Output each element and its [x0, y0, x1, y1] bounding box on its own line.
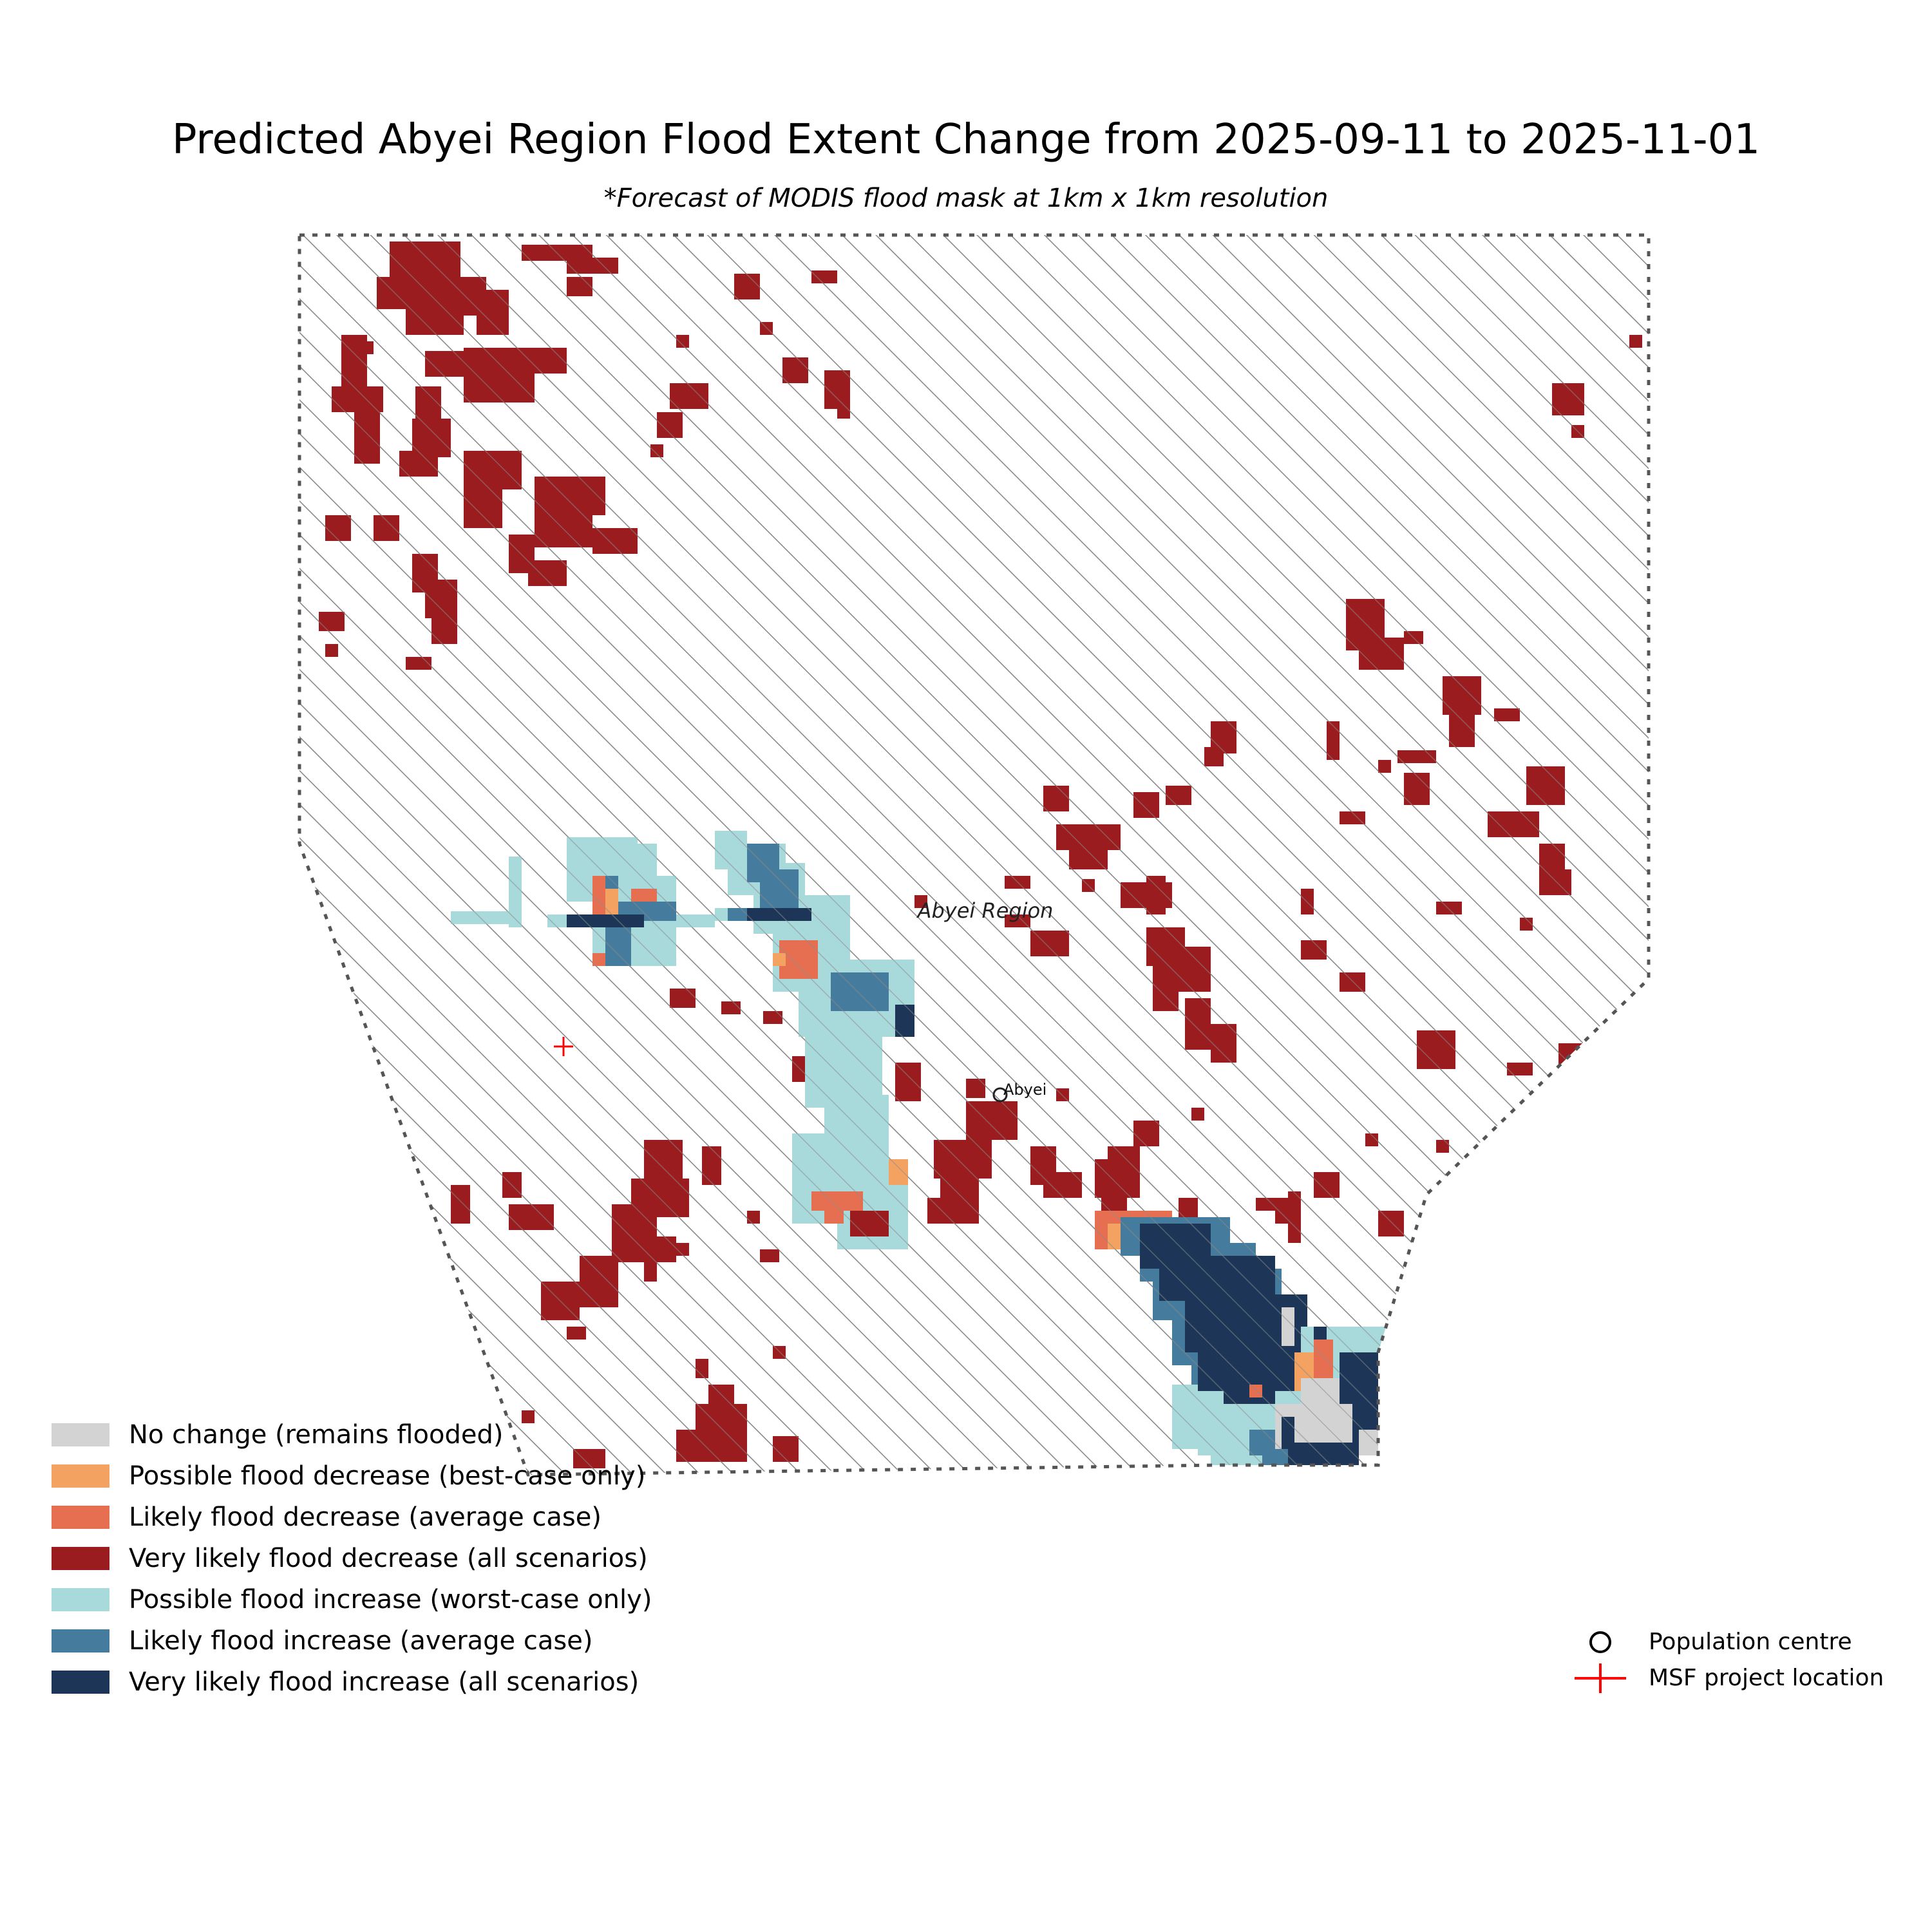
legend-swatch [52, 1671, 109, 1694]
region-boundary [298, 233, 1651, 1477]
legend-label: Possible flood decrease (best-case only) [129, 1461, 646, 1491]
map-subtitle: *Forecast of MODIS flood mask at 1km x 1… [603, 184, 1329, 213]
legend-label: Likely flood decrease (average case) [129, 1502, 601, 1532]
hatch-overlay [299, 235, 1649, 1475]
map-title: Predicted Abyei Region Flood Extent Chan… [171, 116, 1761, 164]
legend-swatch [52, 1423, 109, 1446]
population-centre-abyei [992, 1087, 1008, 1103]
legend-swatch [52, 1629, 109, 1653]
legend-label: Population centre [1649, 1629, 1852, 1655]
legend-label: No change (remains flooded) [129, 1420, 504, 1450]
circle-marker-icon [1589, 1631, 1611, 1653]
legend-label: MSF project location [1649, 1665, 1884, 1691]
legend-label: Likely flood increase (average case) [129, 1626, 593, 1656]
legend-label: Very likely flood increase (all scenario… [129, 1667, 639, 1697]
plus-marker-icon [1575, 1663, 1626, 1693]
legend-swatch [52, 1506, 109, 1529]
flood-cell [1410, 180, 1423, 193]
region-label: Abyei Region [916, 898, 1054, 923]
legend-label: Possible flood increase (worst-case only… [129, 1585, 652, 1615]
legend-swatch [52, 1464, 109, 1488]
legend-swatch [52, 1547, 109, 1570]
legend-swatch [52, 1588, 109, 1611]
msf-project-location [554, 1037, 573, 1056]
legend-label: Very likely flood decrease (all scenario… [129, 1544, 648, 1573]
town-label: Abyei [1003, 1081, 1046, 1099]
